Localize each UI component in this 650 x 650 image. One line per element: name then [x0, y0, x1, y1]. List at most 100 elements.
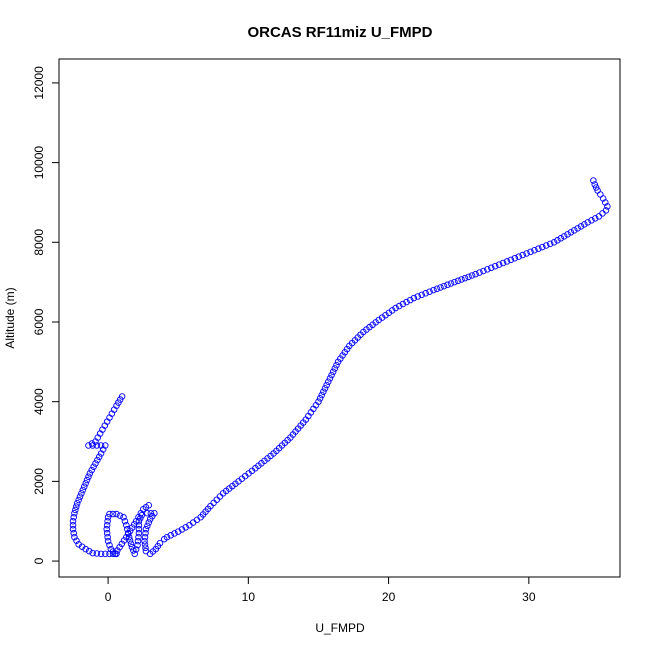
data-point [535, 245, 542, 252]
data-point [80, 483, 88, 490]
data-point [85, 473, 92, 480]
data-point [433, 285, 441, 293]
data-point [451, 278, 458, 286]
data-point [141, 533, 149, 541]
data-point [141, 541, 149, 548]
data-point [503, 258, 511, 265]
data-point [604, 203, 611, 210]
data-point [454, 277, 462, 285]
data-point [120, 513, 127, 521]
y-tick-label: 4000 [32, 388, 46, 415]
data-point [542, 242, 550, 249]
data-point [104, 513, 112, 521]
data-point [531, 247, 538, 254]
data-point [135, 517, 143, 525]
data-point [318, 391, 325, 399]
data-point [515, 253, 522, 260]
data-point [99, 446, 107, 453]
data-point [414, 293, 422, 300]
y-axis: 0 2000 4000 6000 8000 10000 12000 [32, 66, 60, 564]
y-tick-label: 6000 [32, 308, 46, 335]
data-point [406, 296, 414, 304]
data-point [410, 294, 418, 302]
data-point [70, 529, 77, 537]
data-point [130, 547, 137, 554]
data-point [320, 388, 327, 395]
data-point [135, 525, 143, 533]
data-point [499, 259, 507, 267]
data-point [89, 442, 96, 449]
data-point [316, 395, 324, 402]
data-point [70, 513, 77, 521]
data-point [135, 529, 143, 537]
data-point [71, 509, 78, 517]
data-point [123, 521, 130, 529]
data-point [331, 365, 339, 372]
data-point [216, 493, 224, 500]
data-point [484, 266, 491, 273]
data-point [447, 280, 455, 287]
data-point [95, 453, 103, 461]
data-point [126, 527, 134, 535]
data-point [602, 199, 609, 206]
data-point [111, 550, 119, 558]
data-point [106, 510, 113, 518]
data-point [468, 272, 476, 279]
data-point [97, 442, 105, 449]
data-point [83, 476, 91, 484]
data-point [171, 530, 178, 537]
data-point [116, 543, 123, 551]
data-point [104, 517, 111, 525]
data-point [76, 493, 84, 500]
data-point [546, 240, 554, 248]
data-point [123, 533, 130, 541]
data-point [71, 533, 78, 541]
data-point [72, 506, 79, 514]
x-tick-label: 20 [382, 590, 396, 604]
data-point [507, 256, 515, 264]
data-point [113, 510, 120, 518]
data-point [315, 398, 322, 405]
data-point [73, 503, 80, 510]
data-point [323, 381, 330, 389]
data-point [465, 273, 472, 281]
data-point [103, 529, 111, 537]
data-point [560, 233, 568, 240]
data-point [125, 533, 133, 541]
data-point [437, 284, 444, 291]
x-axis: 0 10 20 30 [105, 576, 536, 604]
data-point [85, 442, 92, 449]
data-point [142, 529, 149, 537]
data-point [440, 282, 448, 290]
data-point [550, 239, 558, 246]
data-point [422, 290, 429, 297]
data-point [329, 368, 337, 376]
data-point [527, 248, 534, 256]
data-point [144, 522, 151, 530]
data-point [89, 549, 96, 557]
data-point [135, 533, 142, 541]
data-point [178, 526, 186, 533]
data-point [480, 267, 487, 275]
data-point [156, 539, 164, 547]
data-point [476, 269, 483, 276]
data-point [144, 509, 151, 517]
data-point [93, 442, 101, 449]
data-point [114, 547, 121, 554]
data-point [418, 291, 425, 299]
data-point [102, 550, 109, 558]
plot-frame [58, 58, 621, 578]
data-point [102, 442, 109, 449]
data-point [103, 525, 110, 533]
data-point [567, 229, 575, 236]
data-point [539, 243, 546, 251]
data-point [130, 521, 138, 528]
data-point [602, 207, 610, 214]
data-point [488, 264, 495, 272]
data-point [121, 517, 129, 525]
data-point [403, 298, 410, 306]
data-point [73, 500, 81, 507]
data-point [88, 466, 95, 474]
data-point [75, 496, 82, 504]
data-point [120, 537, 128, 544]
